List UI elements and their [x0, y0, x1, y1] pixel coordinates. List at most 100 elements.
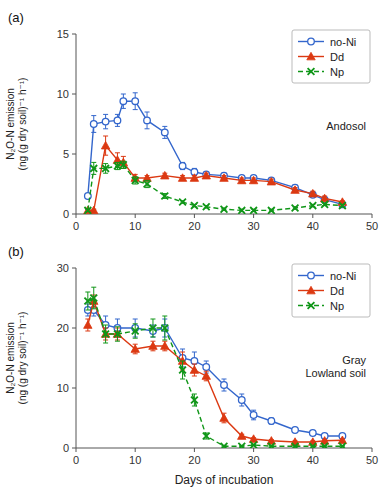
point — [292, 443, 299, 448]
y-tick-label: 0 — [63, 208, 69, 220]
legend-label: Np — [330, 300, 344, 312]
panel-label: (b) — [8, 244, 24, 259]
point — [268, 418, 275, 425]
error-bar — [192, 394, 197, 406]
x-axis-label: Days of incubation — [175, 473, 274, 487]
legend-marker — [308, 272, 315, 279]
error-bar — [103, 114, 108, 128]
series-line — [88, 310, 343, 436]
x-tick — [312, 214, 313, 218]
legend-marker — [308, 38, 315, 45]
error-bar — [251, 410, 256, 420]
x-tick — [194, 214, 195, 218]
legend-label: Np — [330, 66, 344, 78]
point — [309, 202, 316, 209]
error-bar — [91, 287, 96, 309]
legend-marker — [308, 302, 315, 309]
y-tick — [72, 448, 76, 449]
error-bar — [103, 325, 108, 343]
annotation-line: Gray — [342, 354, 366, 366]
legend: no-NiDdNp — [292, 264, 370, 317]
point — [291, 186, 299, 194]
error-bar — [145, 180, 150, 187]
error-bar — [91, 162, 96, 174]
y-tick-label: 15 — [57, 28, 69, 40]
error-bar — [180, 162, 185, 169]
error-bar — [145, 112, 150, 129]
y-axis-label-line: N₂O-N emission — [5, 88, 16, 160]
annotation-line: Andosol — [326, 120, 366, 132]
point — [162, 129, 169, 136]
y-tick-label: 5 — [63, 148, 69, 160]
point — [292, 427, 299, 434]
x-tick — [312, 448, 313, 452]
y-axis-label: N₂O-N emission(ng (g dry soil)⁻¹ h⁻¹) — [5, 312, 28, 405]
y-tick — [72, 268, 76, 269]
point — [114, 331, 121, 338]
point — [102, 331, 109, 338]
error-bar — [162, 126, 167, 138]
y-axis — [76, 268, 77, 448]
x-tick — [253, 214, 254, 218]
legend-frame — [292, 30, 370, 83]
point — [161, 342, 169, 350]
panel-label: (a) — [8, 10, 24, 25]
point — [310, 430, 317, 437]
x-tick — [76, 448, 77, 452]
legend-label: no-Ni — [330, 36, 356, 48]
x-tick — [135, 214, 136, 218]
point — [179, 199, 186, 206]
x-tick-label: 50 — [366, 220, 378, 232]
error-bar — [115, 114, 120, 126]
x-tick — [253, 448, 254, 452]
y-axis-label-line: (ng (g dry soil)⁻¹ h⁻¹) — [17, 312, 28, 405]
error-bar — [162, 316, 167, 340]
x-tick-label: 20 — [188, 454, 200, 466]
error-bar — [121, 94, 126, 108]
panel: 05101501020304050N₂O-N emission(ng (g dr… — [5, 10, 378, 232]
point — [90, 295, 97, 302]
error-bar — [133, 93, 138, 110]
x-tick-label: 50 — [366, 454, 378, 466]
point — [150, 325, 157, 332]
point — [120, 98, 127, 105]
error-bar — [103, 164, 108, 174]
point — [321, 443, 328, 448]
y-axis-label-line: N₂O-N emission — [5, 322, 16, 394]
point — [144, 117, 151, 124]
y-tick-label: 0 — [63, 442, 69, 454]
error-bar — [85, 292, 90, 310]
marks — [84, 93, 347, 214]
point — [268, 207, 275, 214]
point — [238, 397, 245, 404]
point — [220, 174, 228, 182]
y-tick — [72, 154, 76, 155]
y-tick-label: 10 — [57, 88, 69, 100]
series — [85, 93, 346, 208]
y-axis-label: N₂O-N emission(ng (g dry soil)⁻¹ h⁻¹) — [5, 78, 28, 171]
point — [202, 171, 210, 179]
point — [178, 174, 186, 182]
x-tick-label: 40 — [307, 220, 319, 232]
error-bar — [180, 361, 185, 379]
point — [144, 181, 151, 188]
point — [114, 117, 121, 124]
point — [161, 171, 169, 179]
point — [321, 201, 328, 208]
point — [203, 433, 210, 440]
point — [179, 367, 186, 374]
series-line — [88, 301, 343, 442]
point — [238, 176, 246, 184]
point — [114, 163, 121, 170]
point — [250, 207, 257, 214]
legend-marker — [308, 68, 315, 75]
x-tick-label: 0 — [73, 220, 79, 232]
point — [268, 443, 275, 448]
x-tick — [372, 214, 373, 218]
series-line — [88, 146, 343, 211]
chart-root: 05101501020304050N₂O-N emission(ng (g dr… — [0, 0, 384, 500]
error-bar — [91, 116, 96, 133]
point — [339, 443, 346, 448]
point — [179, 163, 186, 170]
point — [191, 202, 198, 209]
